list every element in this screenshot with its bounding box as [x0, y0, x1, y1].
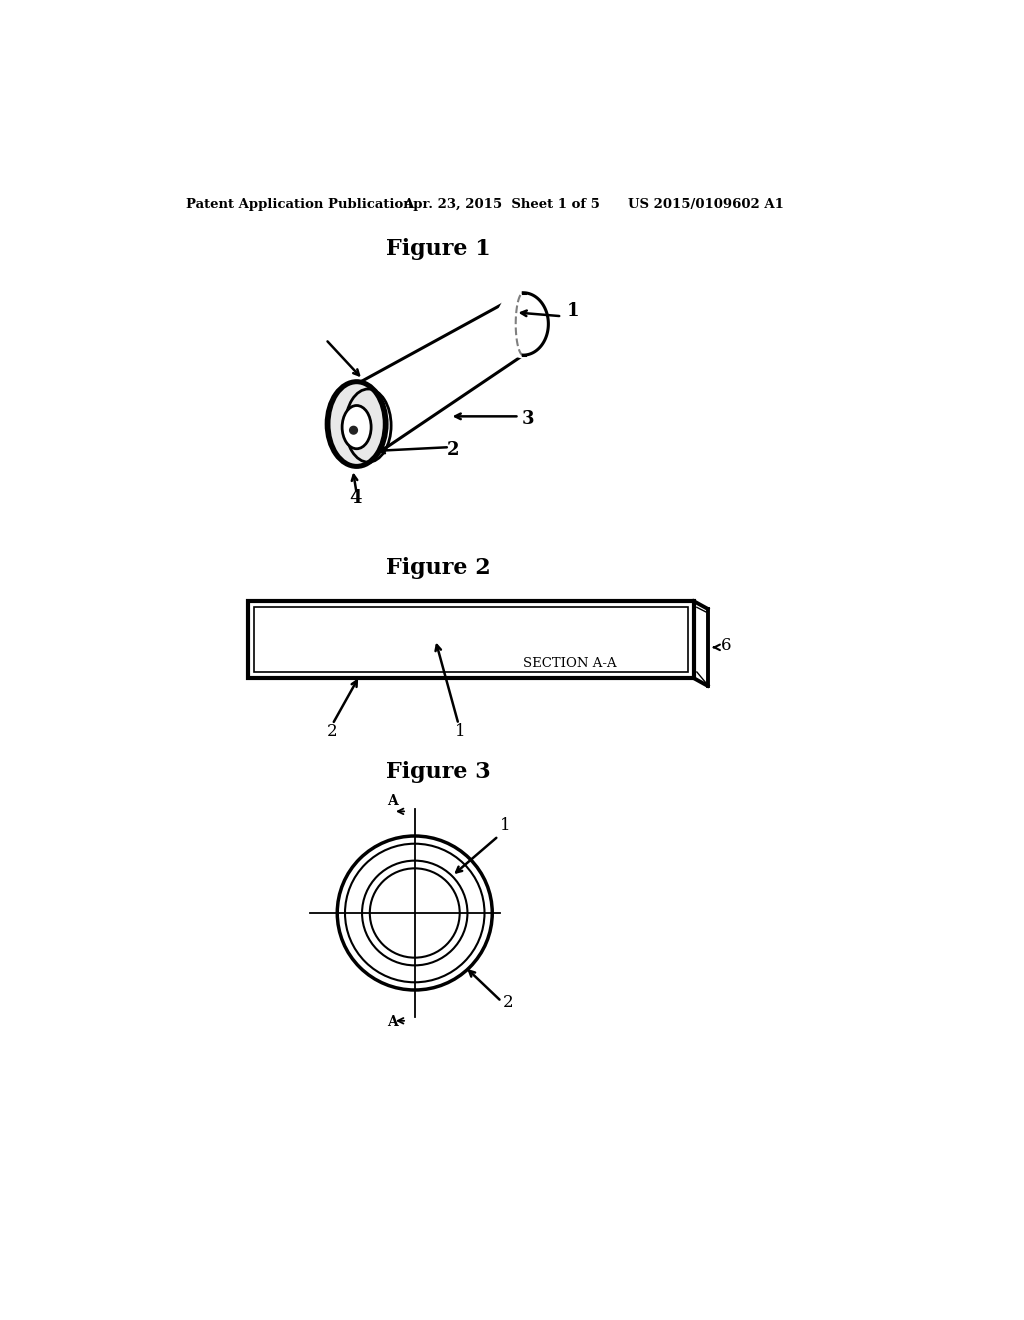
Circle shape: [349, 426, 357, 434]
Text: 1: 1: [566, 302, 580, 321]
Text: 1: 1: [500, 817, 511, 834]
Text: 2: 2: [447, 441, 460, 459]
Text: US 2015/0109602 A1: US 2015/0109602 A1: [628, 198, 783, 211]
Ellipse shape: [329, 383, 385, 466]
Text: A: A: [387, 795, 397, 808]
Ellipse shape: [496, 289, 551, 358]
Text: 2: 2: [327, 723, 338, 741]
Text: Figure 2: Figure 2: [386, 557, 490, 579]
Bar: [248, 601, 693, 678]
Text: Figure 1: Figure 1: [386, 238, 490, 260]
Text: 2: 2: [503, 994, 514, 1011]
Text: A: A: [387, 1015, 397, 1030]
Text: Apr. 23, 2015  Sheet 1 of 5: Apr. 23, 2015 Sheet 1 of 5: [403, 198, 600, 211]
Text: Patent Application Publication: Patent Application Publication: [186, 198, 413, 211]
Ellipse shape: [342, 405, 371, 449]
Bar: [254, 607, 687, 672]
Text: 3: 3: [521, 411, 535, 428]
Text: Figure 3: Figure 3: [386, 762, 490, 783]
Text: 4: 4: [349, 488, 361, 507]
Text: 1: 1: [455, 723, 465, 741]
Text: SECTION A-A: SECTION A-A: [523, 656, 616, 669]
Text: 6: 6: [721, 636, 731, 653]
